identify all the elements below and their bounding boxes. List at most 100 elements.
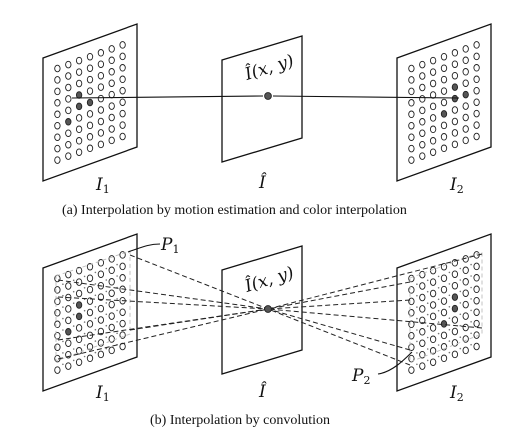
pixel-dot (97, 106, 105, 114)
pixel-dot (408, 366, 415, 374)
subpixel-dot (83, 309, 86, 312)
subpixel-dot (62, 363, 64, 366)
pixel-dot (86, 343, 94, 351)
subpixel-dot (94, 317, 97, 320)
subpixel-dot (62, 340, 64, 343)
subpixel-dot (416, 317, 418, 320)
motion-line-left (71, 95, 264, 99)
pixel-dot (108, 136, 115, 145)
pixel-dot (54, 110, 61, 119)
pixel-dot (440, 144, 448, 153)
pixel-dot (75, 335, 83, 344)
pixel-dot (54, 274, 61, 283)
pixel-dot (440, 52, 448, 61)
subpixel-dot (437, 321, 440, 323)
subpixel-dot (416, 306, 418, 308)
subpixel-dot (448, 317, 451, 320)
pixel-dot (54, 156, 61, 164)
subpixel-dot (426, 348, 429, 350)
pixel-dot (54, 366, 61, 374)
subpixel-dot (416, 363, 418, 366)
pixel-dot (119, 52, 126, 61)
pixel-dot (75, 137, 83, 145)
pixel-dot (108, 79, 115, 87)
pixel-dot (119, 86, 126, 95)
subpixel-dot (459, 290, 462, 293)
pixel-dot (65, 95, 72, 103)
subpixel-dot (83, 332, 86, 335)
pixel-dot (65, 362, 72, 370)
pixel-dot (54, 286, 61, 294)
pixel-dot (473, 98, 480, 106)
pixel-dot (451, 129, 459, 137)
subpixel-dot (416, 340, 418, 343)
pixel-dot (462, 68, 469, 76)
pixel-dot (75, 56, 83, 65)
subpixel-dot (83, 287, 86, 289)
subpixel-dot (426, 359, 429, 362)
subpixel-dot (459, 267, 462, 270)
subpixel-dot (105, 302, 108, 304)
subpixel-dot (72, 313, 75, 316)
pixel-dot (119, 121, 126, 129)
subpixel-dot (94, 294, 97, 297)
pixel-dot (97, 94, 105, 103)
pixel-dot (419, 293, 426, 302)
subpixel-dot (437, 355, 440, 358)
pixel-dot (65, 106, 72, 115)
pixel-dot (54, 309, 61, 317)
pixel-dot (451, 350, 459, 359)
pixel-dot (429, 137, 437, 145)
subpixel-dot (62, 294, 64, 297)
pixel-dot (75, 278, 83, 286)
pixel-dot (451, 49, 459, 57)
pixel-dot (408, 121, 415, 130)
pixel-dot (408, 286, 415, 294)
caption-a: (a) Interpolation by motion estimation a… (62, 203, 407, 218)
convolution-ray (57, 308, 269, 360)
pixel-dot (75, 79, 83, 88)
pixel-dot (419, 118, 426, 126)
convolution-ray (57, 279, 269, 310)
pixel-dot (54, 64, 61, 73)
pixel-dot (440, 75, 448, 84)
pixel-dot (451, 339, 459, 347)
pixel-dot (451, 60, 459, 68)
subpixel-dot (437, 309, 440, 312)
pixel-grid-i2-a (408, 41, 480, 164)
pixel-dot (473, 296, 480, 305)
pixel-dot (119, 262, 126, 271)
pixel-dot (429, 278, 437, 286)
subpixel-dot (459, 313, 462, 316)
pixel-dot (451, 304, 459, 313)
pixel-dot (86, 144, 94, 153)
subpixel-dot (470, 286, 472, 289)
pixel-dot (408, 309, 415, 317)
subpixel-dot (83, 321, 86, 323)
pixel-dot (54, 76, 61, 84)
pixel-dot (54, 87, 61, 96)
pixel-dot (119, 319, 126, 328)
subpixel-dot (105, 336, 108, 339)
subpixel-dot (437, 287, 440, 289)
subpixel-dot (426, 336, 429, 339)
subpixel-dot (470, 343, 472, 346)
pixel-dot (462, 102, 469, 110)
pixel-dot (429, 102, 437, 111)
pixel-dot (54, 331, 61, 340)
pixel-dot (75, 312, 83, 321)
subpixel-dot (470, 298, 472, 300)
pixel-dot (429, 148, 437, 156)
pixel-dot (108, 323, 115, 332)
subpixel-dot (116, 321, 118, 323)
pixel-dot (429, 301, 437, 309)
pixel-dot (408, 64, 415, 73)
pixel-dot (54, 343, 61, 351)
convolution-ray (129, 308, 269, 331)
pixel-dot (462, 278, 469, 286)
pixel-dot (419, 60, 426, 69)
subpixel-dot (72, 290, 75, 293)
subpixel-dot (105, 290, 108, 293)
convolution-ray (57, 296, 269, 310)
pixel-dot (473, 342, 480, 351)
